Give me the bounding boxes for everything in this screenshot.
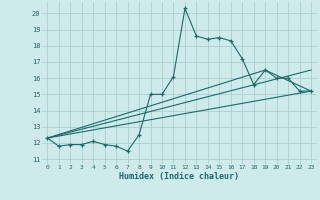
X-axis label: Humidex (Indice chaleur): Humidex (Indice chaleur)	[119, 172, 239, 181]
